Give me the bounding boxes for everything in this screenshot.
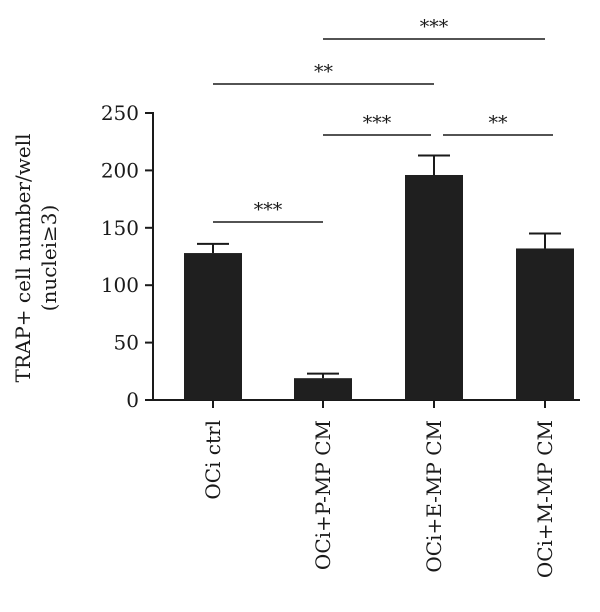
y-tick-label: 250 xyxy=(101,101,139,125)
y-tick-label: 50 xyxy=(114,331,139,355)
bar xyxy=(405,174,463,400)
y-axis-title: TRAP+ cell number/well (nuclei≥3) xyxy=(11,133,61,382)
y-tick-label: 200 xyxy=(101,158,139,182)
x-tick-label: OCi ctrl xyxy=(201,420,225,500)
y-tick-label: 0 xyxy=(126,388,139,412)
y-tick-label: 100 xyxy=(101,273,139,297)
significance-label: *** xyxy=(363,112,392,134)
bar xyxy=(184,253,242,400)
y-axis-title-line2: (nuclei≥3) xyxy=(37,205,61,312)
x-tick-label: OCi+E-MP CM xyxy=(422,420,446,573)
bars xyxy=(184,174,574,400)
y-tick-label: 150 xyxy=(101,216,139,240)
bar xyxy=(516,248,574,400)
x-tick-labels: OCi ctrl OCi+P-MP CM OCi+E-MP CM OCi+M-MP C… xyxy=(201,420,557,578)
y-axis-title-line1: TRAP+ cell number/well xyxy=(11,133,35,382)
error-bars xyxy=(197,154,561,379)
significance-label: *** xyxy=(254,199,283,221)
significance-label: ** xyxy=(314,61,334,83)
x-tick-label: OCi+M-MP CM xyxy=(533,420,557,578)
significance-brackets: ****** ******* xyxy=(213,16,553,223)
axes: 0 50 100 150 200 250 xyxy=(101,101,580,412)
significance-label: ** xyxy=(489,112,509,134)
bar xyxy=(294,378,352,400)
significance-label: *** xyxy=(420,16,449,38)
x-tick-label: OCi+P-MP CM xyxy=(311,420,335,570)
